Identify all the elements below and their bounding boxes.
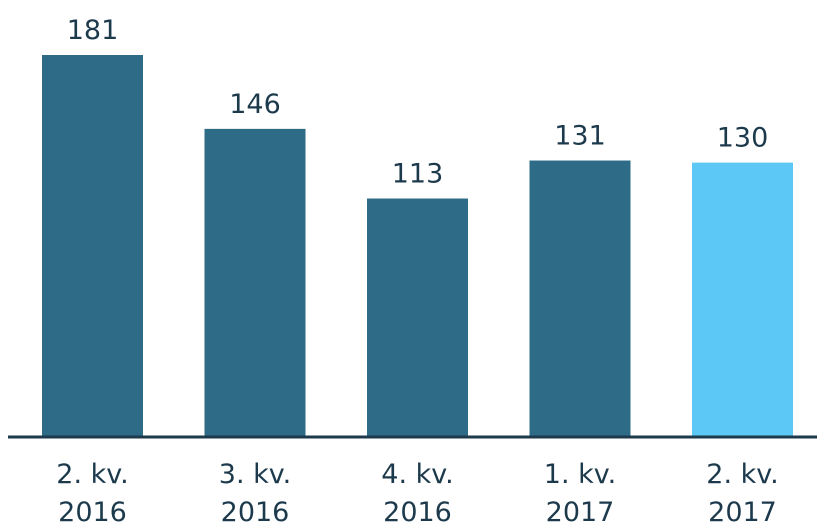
bars-group	[42, 55, 793, 438]
x-tick-label-0-line-0: 2. kv.	[56, 459, 128, 490]
x-tick-label-4: 2. kv. 2017	[706, 459, 778, 528]
bar-3	[529, 160, 631, 438]
data-label-3: 131	[554, 121, 606, 152]
data-label-4: 130	[717, 123, 769, 154]
x-tick-label-0: 2. kv. 2016	[56, 459, 128, 528]
x-tick-label-2-line-1: 2016	[383, 497, 452, 528]
x-tick-label-3-line-1: 2017	[546, 497, 615, 528]
bar-2	[367, 198, 468, 437]
data-label-1: 146	[229, 89, 281, 120]
x-tick-label-1-line-1: 2016	[221, 497, 290, 528]
data-label-2: 113	[392, 159, 444, 190]
value-labels-group: 181 146 113 131 130	[67, 15, 769, 190]
x-tick-label-1: 3. kv. 2016	[219, 459, 291, 528]
x-tick-label-1-line-0: 3. kv.	[219, 459, 291, 490]
x-tick-label-3: 1. kv. 2017	[544, 459, 616, 528]
x-tick-label-0-line-1: 2016	[58, 497, 127, 528]
x-tick-label-4-line-0: 2. kv.	[706, 459, 778, 490]
x-tick-label-2-line-0: 4. kv.	[381, 459, 453, 490]
x-tick-label-2: 4. kv. 2016	[381, 459, 453, 528]
x-tick-label-3-line-0: 1. kv.	[544, 459, 616, 490]
bar-1	[204, 128, 306, 437]
x-tick-label-4-line-1: 2017	[708, 497, 777, 528]
data-label-0: 181	[67, 15, 119, 46]
bar-0	[42, 55, 143, 437]
x-tick-labels-group: 2. kv. 2016 3. kv. 2016 4. kv. 2016 1. kv. 2017…	[56, 459, 778, 528]
bar-4	[692, 162, 793, 437]
